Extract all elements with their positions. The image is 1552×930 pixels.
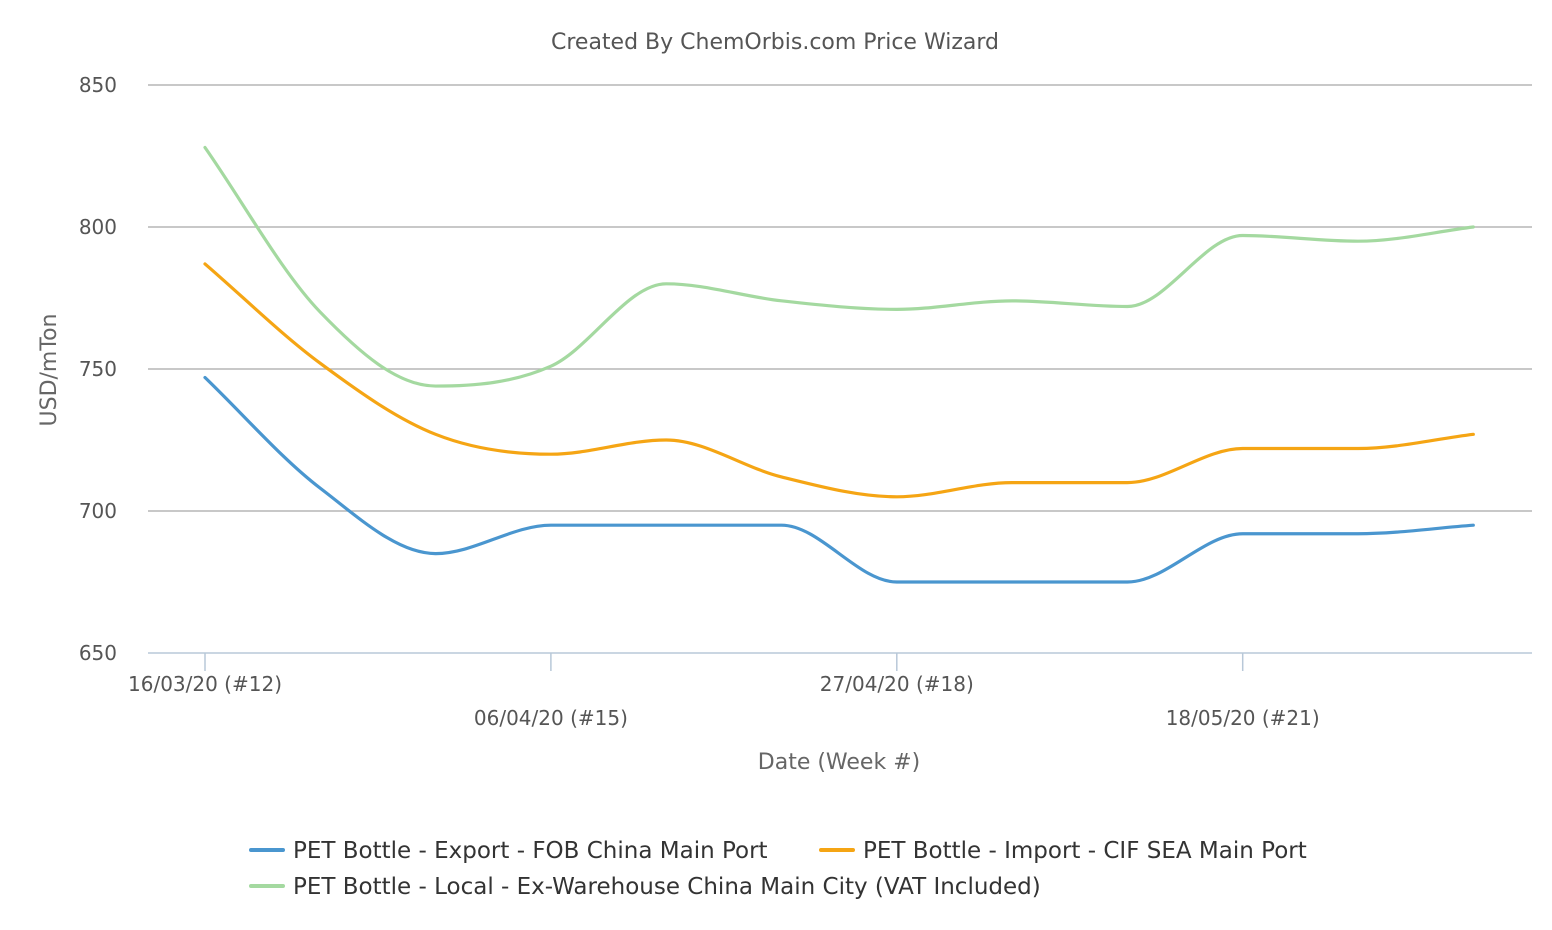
gridlines [148,84,1532,512]
legend[interactable]: PET Bottle - Export - FOB China Main Por… [249,838,1307,900]
y-tick-label: 800 [79,215,117,239]
x-tick-label: 16/03/20 (#12) [128,672,282,696]
x-tick-label: 06/04/20 (#15) [474,706,628,730]
legend-item-1[interactable]: PET Bottle - Export - FOB China Main Por… [249,838,768,864]
y-axis-ticks: 850 800 750 700 650 [79,73,117,665]
series-line-2 [203,262,1475,499]
legend-label: PET Bottle - Import - CIF SEA Main Port [863,838,1307,864]
y-tick-label: 650 [79,641,117,665]
x-axis-ticks: 16/03/20 (#12) 06/04/20 (#15) 27/04/20 (#1… [128,653,1320,730]
chart-title: Created By ChemOrbis.com Price Wizard [551,30,999,55]
y-tick-label: 850 [79,73,117,97]
series-line-1 [203,375,1475,584]
x-tick-label: 18/05/20 (#21) [1166,706,1320,730]
x-tick-label: 27/04/20 (#18) [820,672,974,696]
legend-item-2[interactable]: PET Bottle - Import - CIF SEA Main Port [819,838,1307,864]
series-lines [203,145,1475,584]
series-line-3 [203,145,1475,388]
y-axis-label: USD/mTon [37,314,62,427]
y-tick-label: 700 [79,499,117,523]
x-axis-label: Date (Week #) [758,750,920,775]
legend-item-3[interactable]: PET Bottle - Local - Ex-Warehouse China … [249,874,1041,900]
legend-label: PET Bottle - Local - Ex-Warehouse China … [293,874,1041,900]
y-tick-label: 750 [79,357,117,381]
legend-label: PET Bottle - Export - FOB China Main Por… [293,838,768,864]
